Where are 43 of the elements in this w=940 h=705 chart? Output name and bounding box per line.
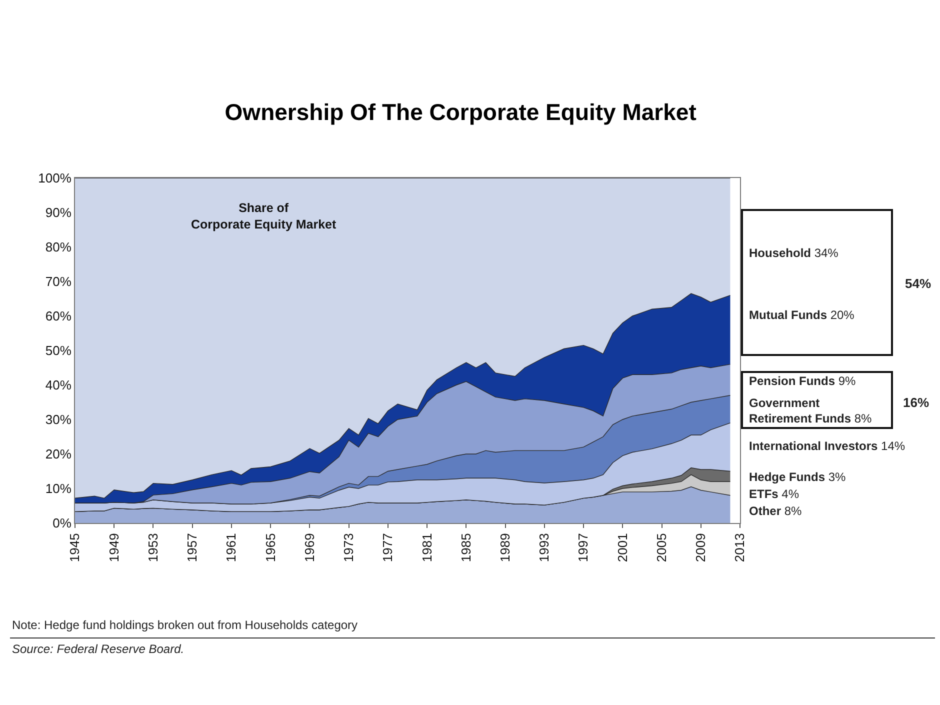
y-tick-label: 80% bbox=[45, 240, 72, 255]
y-tick-label: 0% bbox=[52, 516, 72, 531]
x-tick-label: 2005 bbox=[654, 533, 669, 562]
chart-title: Ownership Of The Corporate Equity Market bbox=[224, 99, 697, 126]
x-tick-label: 1961 bbox=[224, 533, 239, 562]
text: 54% bbox=[905, 276, 932, 291]
y-tick-label: 70% bbox=[45, 274, 72, 290]
text: 16% bbox=[903, 395, 930, 410]
text: Government Retirement Funds 8% bbox=[749, 396, 872, 426]
x-tick-label: 1969 bbox=[302, 533, 317, 562]
x-tick-label: 2009 bbox=[693, 533, 708, 562]
source-note: Source: Federal Reserve Board. bbox=[12, 642, 184, 656]
x-tick-label: 1977 bbox=[380, 533, 396, 562]
x-tick-label: 1981 bbox=[419, 533, 434, 562]
x-tick-label: 1973 bbox=[341, 533, 356, 562]
text: Pension Funds 9% bbox=[749, 374, 856, 388]
y-tick-label: 10% bbox=[45, 481, 72, 496]
text: Other 8% bbox=[749, 504, 802, 518]
x-tick-label: 1957 bbox=[184, 533, 200, 562]
x-tick-label: 1953 bbox=[145, 533, 160, 562]
y-tick-label: 90% bbox=[45, 205, 72, 220]
y-tick-label: 60% bbox=[45, 308, 72, 324]
text: International Investors 14% bbox=[749, 439, 906, 453]
x-tick-label: 1945 bbox=[67, 533, 82, 562]
x-tick-label: 1989 bbox=[498, 533, 513, 562]
y-tick-label: 40% bbox=[45, 378, 72, 393]
x-tick-label: 1985 bbox=[458, 533, 474, 562]
text: Hedge Funds 3% bbox=[749, 470, 846, 484]
y-tick-label: 30% bbox=[45, 412, 72, 428]
text: ETFs 4% bbox=[749, 487, 800, 501]
x-tick-label: 1997 bbox=[576, 533, 591, 562]
y-tick-label: 50% bbox=[45, 343, 72, 358]
text: Share of Corporate Equity Market bbox=[191, 201, 338, 232]
x-tick-label: 1965 bbox=[262, 533, 278, 562]
x-tick-label: 1949 bbox=[106, 533, 122, 562]
text: Mutual Funds 20% bbox=[749, 308, 855, 322]
x-tick-label: 2013 bbox=[732, 533, 748, 562]
y-tick-label: 20% bbox=[45, 446, 72, 462]
text: Note: Hedge fund holdings broken out from Households category bbox=[12, 618, 358, 632]
x-tick-label: 2001 bbox=[614, 533, 630, 562]
x-tick-label: 1993 bbox=[536, 533, 552, 562]
text: Household 34% bbox=[749, 246, 839, 260]
y-tick-label: 100% bbox=[38, 170, 72, 186]
